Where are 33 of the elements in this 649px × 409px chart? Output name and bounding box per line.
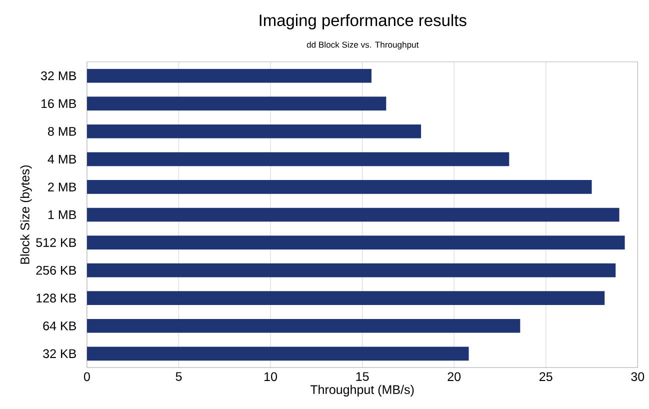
bar [86,96,386,110]
chart-title: Imaging performance results [260,14,466,30]
x-tick-label: 10 [264,372,277,382]
y-tick-label: 4 MB [48,154,76,164]
bar [86,124,422,138]
y-tick-label: 16 MB [41,99,76,108]
y-tick-label: 256 KB [36,266,76,275]
x-tick-label: 15 [356,372,369,381]
bar [86,318,520,333]
y-tick-label: 32 KB [43,349,76,358]
bar [86,346,469,361]
x-tick-label: 30 [631,372,644,382]
chart-subtitle: dd Block Size vs. Throughput [306,41,419,50]
bar [86,208,620,222]
y-tick-label: 32 MB [40,71,76,80]
bar [86,236,625,250]
y-tick-label: 2 MB [48,182,76,192]
x-tick-label: 20 [448,372,461,382]
bar [86,263,616,278]
y-tick-label: 128 KB [36,294,76,302]
bar [86,291,605,305]
x-tick-label: 0 [84,372,90,382]
y-tick-label: 64 KB [43,321,76,330]
x-tick-label: 25 [540,372,552,382]
y-tick-label: 1 MB [48,210,76,220]
bar [86,180,592,194]
x-axis-title: Throughput (MB/s) [310,384,414,396]
x-tick-label: 5 [176,372,182,381]
bar [86,68,372,83]
y-axis-title: Block Size (bytes) [20,165,32,264]
bar [86,152,510,166]
y-tick-label: 512 KB [36,238,76,247]
y-tick-label: 8 MB [48,126,76,136]
